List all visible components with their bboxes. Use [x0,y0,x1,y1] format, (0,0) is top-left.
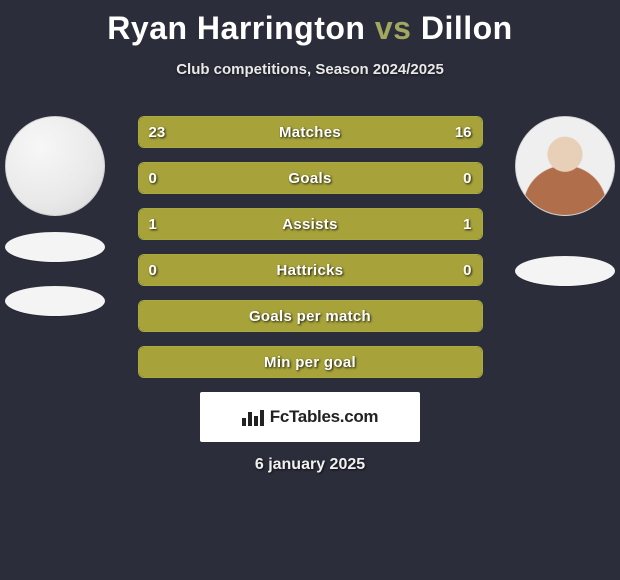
comparison-title: Ryan Harrington vs Dillon [0,0,620,47]
stat-bar-assists: 1 Assists 1 [138,208,483,240]
stat-bar-hattricks: 0 Hattricks 0 [138,254,483,286]
stat-bar-goals: 0 Goals 0 [138,162,483,194]
brand-badge: FcTables.com [200,392,420,442]
stat-label: Goals per match [139,301,482,331]
comparison-stage: 23 Matches 16 0 Goals 0 1 Assists 1 0 Ha… [0,116,620,474]
player2-name: Dillon [421,10,513,46]
stat-bar-matches: 23 Matches 16 [138,116,483,148]
stat-bars: 23 Matches 16 0 Goals 0 1 Assists 1 0 Ha… [138,116,483,378]
stat-label: Hattricks [139,255,482,285]
stat-value-right: 0 [463,255,471,285]
title-vs: vs [375,10,412,46]
stat-label: Goals [139,163,482,193]
brand-text: FcTables.com [270,407,379,427]
player2-column [510,116,620,286]
stat-bar-min-per-goal: Min per goal [138,346,483,378]
player1-name: Ryan Harrington [107,10,365,46]
stat-value-right: 0 [463,163,471,193]
player2-avatar-placeholder [516,117,614,215]
stat-label: Min per goal [139,347,482,377]
player1-column [0,116,110,316]
player1-avatar [5,116,105,216]
player1-flag-oval [5,232,105,262]
stat-label: Matches [139,117,482,147]
player2-avatar [515,116,615,216]
stat-value-right: 1 [463,209,471,239]
player1-flag-oval-2 [5,286,105,316]
stat-label: Assists [139,209,482,239]
stat-value-right: 16 [455,117,472,147]
brand-bars-icon [242,408,264,426]
subtitle: Club competitions, Season 2024/2025 [0,61,620,78]
snapshot-date: 6 january 2025 [0,456,620,474]
stat-bar-goals-per-match: Goals per match [138,300,483,332]
player2-flag-oval [515,256,615,286]
